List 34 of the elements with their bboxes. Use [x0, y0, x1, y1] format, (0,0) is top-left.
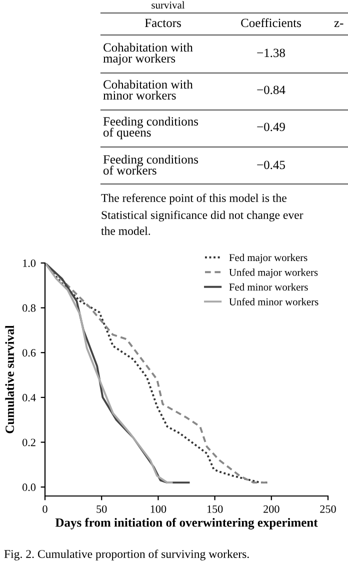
text: Coefficients — [241, 18, 301, 28]
legend-label: Unfed major workers — [229, 268, 318, 278]
y-tick-label: 0.4 — [22, 394, 36, 402]
text: the model. — [101, 226, 150, 236]
text: The reference point of this model is the — [101, 194, 286, 204]
text: Cohabitation with minor workers — [103, 80, 193, 100]
text: −1.38 — [257, 48, 285, 58]
text: −0.45 — [257, 160, 285, 170]
x-tick-label: 100 — [150, 505, 166, 513]
x-tick-label: 50 — [96, 505, 107, 513]
x-tick-label: 250 — [320, 505, 336, 513]
text: survival — [152, 1, 185, 9]
x-tick-label: 150 — [207, 505, 223, 513]
x-axis-title: Days from initiation of overwintering experiment — [55, 518, 318, 530]
x-tick-label: 200 — [264, 505, 280, 513]
text: Feeding conditions of queens — [103, 116, 198, 140]
y-tick-label: 0.8 — [22, 304, 36, 312]
text: z- — [334, 21, 344, 28]
y-tick-label: 1.0 — [23, 259, 36, 268]
text: −0.84 — [257, 86, 286, 94]
y-axis-title: Cumulative survival — [5, 325, 14, 434]
y-tick-label: 0.2 — [22, 438, 36, 446]
text: Cohabitation with major workers — [103, 42, 193, 66]
y-tick-label: 0.0 — [22, 484, 36, 492]
text: −0.49 — [257, 122, 285, 132]
text: Feeding conditions of workers — [103, 154, 198, 175]
legend-label: Fed major workers — [229, 254, 308, 264]
caption: Fig. 2. Cumulative proportion of surviving workers. — [4, 550, 249, 560]
text: Factors — [144, 18, 181, 28]
text: Statistical significance did not change ever — [102, 210, 304, 222]
legend-label: Fed minor workers — [229, 283, 308, 291]
legend-label: Unfed minor workers — [229, 298, 318, 306]
x-tick-label: 0 — [42, 505, 48, 513]
y-tick-label: 0.6 — [22, 349, 36, 357]
